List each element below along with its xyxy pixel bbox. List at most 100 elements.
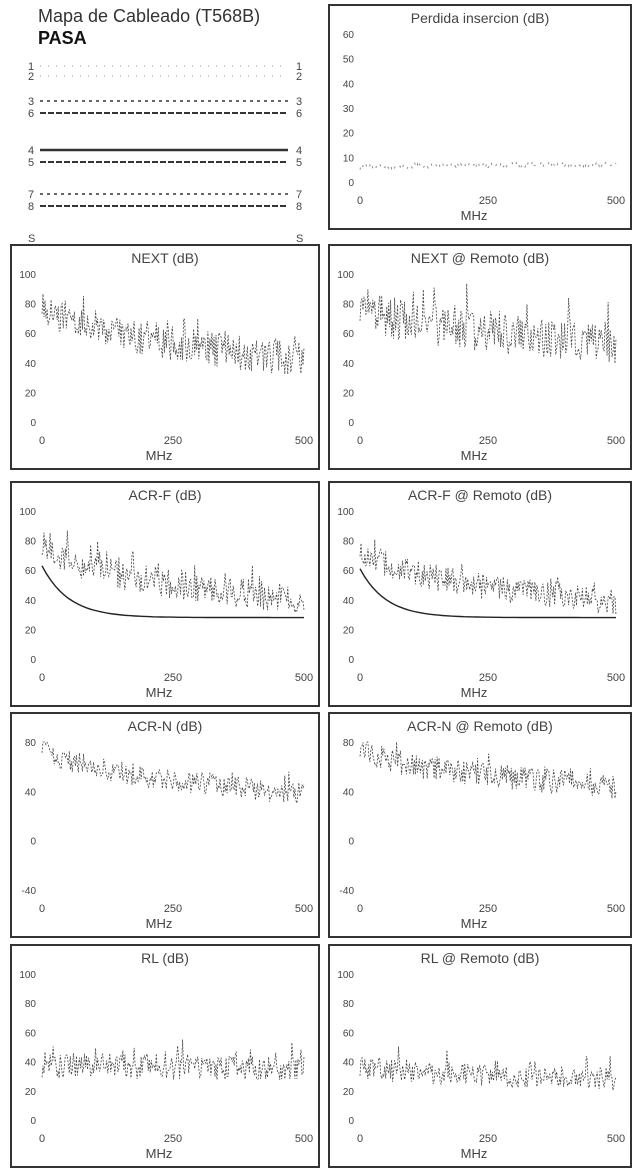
x-tick-label: 500 [607,435,625,447]
y-tick-label: 80 [25,300,37,311]
chart-perdida-insercion: Perdida insercion (dB) 0 10 20 30 40 50 60 0 250 5… [328,4,632,230]
series-line [41,530,305,613]
y-tick-label: 80 [343,537,355,548]
chart-title: RL (dB) [141,950,189,966]
x-tick-label: 500 [295,903,313,915]
y-tick-label: 100 [337,507,354,518]
y-tick-label: 40 [343,1058,355,1069]
limit-line [359,568,616,619]
series-line [359,283,617,364]
wire-pin-right-label: 5 [296,157,302,169]
chart-title: ACR-N @ Remoto (dB) [407,718,553,734]
wire-map-status: PASA [38,28,87,48]
y-tick-label: 100 [19,270,36,281]
y-tick-label: 0 [348,837,354,848]
y-tick-label: 20 [343,1087,355,1098]
y-tick-label: -40 [340,886,355,897]
chart-rl-remoto: RL @ Remoto (dB) 0 20 40 60 80 100 0 250 500 MHz [328,944,632,1168]
y-tick-label: 30 [343,104,355,115]
series-line [41,293,305,375]
y-tick-label: 80 [343,300,355,311]
y-tick-label: 0 [348,178,354,189]
x-tick-label: 250 [164,1133,182,1145]
y-tick-label: 0 [30,418,36,429]
wire-pin-left-label: 1 [28,61,34,73]
series-line [359,159,617,171]
y-tick-label: 0 [30,837,36,848]
y-tick-label: 0 [30,655,36,666]
chart-title: RL @ Remoto (dB) [421,950,540,966]
x-tick-label: 250 [479,435,497,447]
wire-pin-left-label: 5 [28,157,34,169]
x-tick-label: 250 [164,672,182,684]
y-tick-label: 80 [25,738,37,749]
y-tick-label: 20 [25,625,37,636]
wire-pin-right-label: S [296,233,303,244]
wire-pin-right-label: 2 [296,71,302,83]
x-tick-label: 0 [357,195,363,207]
y-tick-label: 0 [348,418,354,429]
x-tick-label: 500 [607,672,625,684]
chart-svg: RL @ Remoto (dB) 0 20 40 60 80 100 0 250 500 MHz [337,950,625,1161]
wire-pin-left-label: 7 [28,189,34,201]
y-tick-label: 60 [343,1028,355,1039]
y-tick-label: 50 [343,55,355,66]
chart-title: NEXT (dB) [131,250,198,266]
x-tick-label: 0 [357,903,363,915]
y-tick-label: 100 [19,970,36,981]
y-tick-label: 20 [343,625,355,636]
y-tick-label: 40 [343,79,355,90]
wire-pin-left-label: S [28,233,35,244]
chart-acr-f: ACR-F (dB) 0 20 40 60 80 100 0 250 500 MHz [10,481,320,707]
chart-next-remoto: NEXT @ Remoto (dB) 0 20 40 60 80 100 0 250 500 MHz [328,244,632,470]
wire-pin-right-label: 3 [296,96,302,108]
wire-pin-left-label: 6 [28,108,34,120]
chart-svg: ACR-F (dB) 0 20 40 60 80 100 0 250 500 MHz [19,487,313,700]
y-tick-label: 10 [343,153,355,164]
series-line [359,1046,617,1091]
x-tick-label: 250 [479,903,497,915]
x-tick-label: 500 [607,195,625,207]
chart-svg: ACR-F @ Remoto (dB) 0 20 40 60 80 100 0 250 500 MH… [337,487,625,700]
y-tick-label: 60 [25,1028,37,1039]
x-axis-label: MHz [461,685,488,700]
y-tick-label: 80 [25,537,37,548]
x-tick-label: 0 [357,435,363,447]
x-axis-label: MHz [461,448,488,463]
y-tick-label: 80 [25,999,37,1010]
y-tick-label: 100 [19,507,36,518]
chart-acr-n: ACR-N (dB) -40 0 40 80 0 250 500 MHz [10,712,320,938]
y-tick-label: 40 [25,596,37,607]
chart-title: NEXT @ Remoto (dB) [411,250,549,266]
x-tick-label: 500 [295,435,313,447]
y-tick-label: 60 [25,566,37,577]
wire-map-title: Mapa de Cableado (T568B) [38,6,261,26]
y-tick-label: 80 [343,738,355,749]
y-tick-label: 60 [343,329,355,340]
y-tick-label: 60 [25,329,37,340]
wire-pin-right-label: 1 [296,61,302,73]
y-tick-label: 0 [30,1116,36,1127]
x-tick-label: 0 [39,672,45,684]
y-tick-label: 40 [343,359,355,370]
x-tick-label: 0 [39,1133,45,1145]
wire-pin-right-label: 7 [296,189,302,201]
x-tick-label: 0 [39,903,45,915]
chart-svg: RL (dB) 0 20 40 60 80 100 0 250 500 MHz [19,950,313,1161]
y-tick-label: 60 [343,566,355,577]
y-tick-label: 100 [337,970,354,981]
y-tick-label: 60 [343,30,355,41]
y-tick-label: 0 [348,655,354,666]
y-tick-label: 40 [25,1058,37,1069]
x-axis-label: MHz [146,916,173,931]
x-tick-label: 250 [164,435,182,447]
chart-svg: Perdida insercion (dB) 0 10 20 30 40 50 60 0 250 5… [343,10,625,223]
x-tick-label: 500 [295,672,313,684]
wire-pin-right-label: 8 [296,201,302,213]
x-tick-label: 250 [164,903,182,915]
x-tick-label: 250 [479,195,497,207]
chart-svg: NEXT (dB) 0 20 40 60 80 100 0 250 500 MHz [19,250,313,463]
x-axis-label: MHz [146,1146,173,1161]
